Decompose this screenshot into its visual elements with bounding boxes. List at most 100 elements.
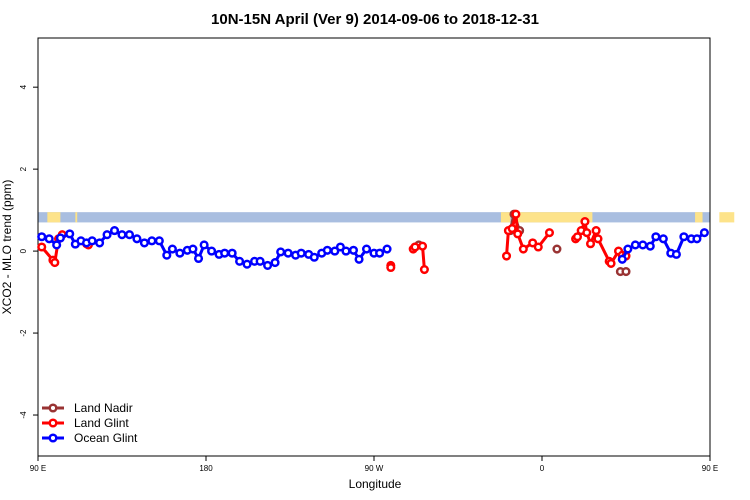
data-point	[692, 234, 702, 244]
data-point	[606, 258, 616, 268]
data-point	[419, 264, 429, 275]
data-point	[330, 246, 340, 256]
data-point	[55, 233, 65, 243]
land-segment	[695, 212, 703, 223]
data-point	[671, 249, 681, 259]
data-point	[348, 245, 359, 255]
ocean-band	[38, 212, 710, 223]
y-tick-label: 0	[19, 248, 28, 253]
data-point	[382, 244, 392, 254]
data-point	[102, 230, 112, 240]
data-point	[533, 242, 543, 252]
x-tick-label: 0	[540, 464, 545, 473]
x-tick-label: 180	[199, 464, 213, 473]
series-line	[40, 212, 627, 270]
data-point	[699, 228, 709, 238]
data-point	[645, 241, 655, 251]
data-point	[52, 240, 62, 250]
data-point	[44, 234, 54, 244]
data-point	[167, 244, 177, 254]
data-point	[207, 246, 217, 256]
x-tick-label: 90 E	[30, 464, 46, 473]
series-ocean-glint	[37, 226, 709, 270]
data-point	[139, 238, 149, 248]
data-point	[375, 248, 385, 258]
data-point	[37, 242, 47, 252]
data-point	[507, 224, 517, 234]
data-point	[593, 234, 603, 244]
data-point	[621, 267, 631, 277]
y-tick-label: 2	[19, 166, 28, 171]
data-point	[322, 245, 332, 255]
data-point	[95, 238, 105, 248]
legend-swatch-marker	[48, 433, 58, 443]
data-point	[263, 260, 273, 270]
land-segment	[517, 212, 593, 223]
data-point	[147, 236, 157, 246]
data-point	[154, 236, 164, 246]
data-point	[188, 244, 198, 254]
data-point	[227, 248, 237, 258]
data-point	[87, 236, 97, 246]
data-point	[638, 240, 648, 250]
data-point	[341, 246, 351, 256]
x-axis-label: Longitude	[349, 477, 402, 491]
data-point	[552, 244, 562, 254]
legend-label: Ocean Glint	[74, 431, 138, 445]
series-layer	[37, 209, 709, 277]
land-mask-band	[38, 212, 735, 223]
data-point	[511, 209, 521, 219]
data-point	[335, 242, 345, 252]
data-point	[50, 258, 60, 268]
data-point	[175, 248, 185, 258]
data-point	[235, 256, 245, 266]
data-point	[572, 232, 583, 242]
data-point	[585, 239, 596, 249]
data-point	[199, 240, 209, 250]
land-segment	[75, 212, 78, 223]
y-tick-label: -4	[19, 411, 28, 419]
land-segment	[47, 212, 61, 223]
data-point	[651, 232, 661, 242]
data-point	[630, 240, 640, 250]
data-point	[132, 234, 142, 244]
y-tick-label: 4	[19, 84, 28, 89]
legend-label: Land Glint	[74, 416, 129, 430]
data-point	[591, 226, 601, 236]
data-point	[623, 244, 633, 254]
x-tick-label: 90 E	[702, 464, 718, 473]
data-point	[117, 230, 127, 240]
data-point	[270, 258, 280, 268]
data-point	[296, 248, 306, 258]
data-point	[37, 232, 47, 242]
data-point	[283, 248, 293, 258]
data-point	[276, 247, 286, 257]
data-point	[580, 217, 590, 227]
legend-label: Land Nadir	[74, 401, 133, 415]
chart-title: 10N-15N April (Ver 9) 2014-09-06 to 2018…	[211, 11, 539, 28]
legend-swatch-marker	[48, 403, 58, 413]
data-point	[417, 241, 428, 251]
x-tick-label: 90 W	[365, 464, 384, 473]
data-point	[361, 244, 372, 254]
data-point	[658, 234, 668, 244]
data-point	[518, 244, 528, 254]
y-axis-label: XCO2 - MLO trend (ppm)	[0, 180, 14, 315]
y-axis: -4 -2 0 2 4	[19, 84, 38, 419]
data-point	[109, 226, 120, 236]
data-point	[386, 262, 396, 273]
data-point	[528, 238, 538, 248]
land-segment	[500, 212, 511, 223]
y-tick-label: -2	[19, 329, 28, 337]
data-point	[679, 232, 689, 242]
plot-frame	[37, 37, 711, 457]
data-point	[65, 229, 75, 239]
data-point	[544, 228, 555, 238]
data-point	[242, 259, 252, 269]
legend-swatch-marker	[48, 418, 58, 428]
data-point	[582, 228, 592, 238]
data-point	[617, 254, 627, 264]
data-point	[220, 248, 230, 258]
